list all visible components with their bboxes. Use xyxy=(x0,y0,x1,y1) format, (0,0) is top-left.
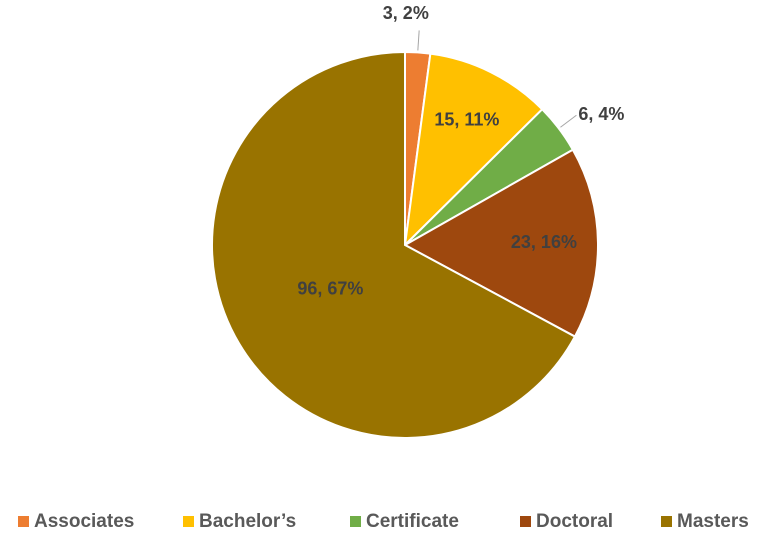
data-label: 96, 67% xyxy=(297,278,363,298)
leader-line xyxy=(417,30,420,51)
legend-swatch xyxy=(18,516,29,527)
data-label: 6, 4% xyxy=(578,104,624,124)
legend-swatch xyxy=(183,516,194,527)
pie-slice xyxy=(402,148,599,338)
legend-label: Doctoral xyxy=(536,511,613,532)
data-label: 23, 16% xyxy=(511,232,577,252)
pie-slice xyxy=(403,52,544,248)
pie-slice xyxy=(211,50,577,439)
data-label: 15, 11% xyxy=(434,109,499,129)
legend-swatch xyxy=(661,516,672,527)
legend-label: Certificate xyxy=(366,511,459,532)
legend-swatch xyxy=(350,516,361,527)
data-label: 3, 2% xyxy=(383,3,429,23)
leader-line xyxy=(560,114,577,128)
legend-swatch xyxy=(520,516,531,527)
legend-label: Bachelor’s xyxy=(199,511,296,532)
legend-label: Associates xyxy=(34,511,134,532)
legend-label: Masters xyxy=(677,511,749,532)
